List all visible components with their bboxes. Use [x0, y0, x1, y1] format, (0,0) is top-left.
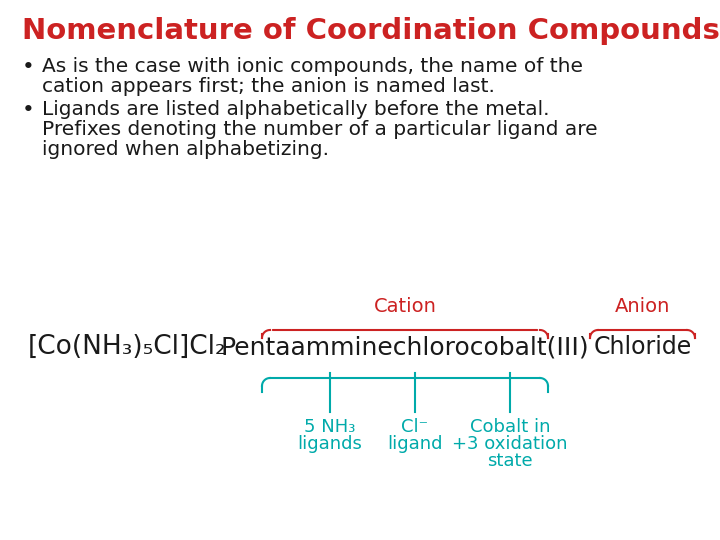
Text: Cation: Cation	[374, 297, 436, 316]
Text: Cobalt in: Cobalt in	[469, 418, 550, 436]
Text: cation appears first; the anion is named last.: cation appears first; the anion is named…	[42, 77, 495, 96]
Text: [Co(NH₃)₅Cl]Cl₂: [Co(NH₃)₅Cl]Cl₂	[28, 334, 227, 360]
Text: Prefixes denoting the number of a particular ligand are: Prefixes denoting the number of a partic…	[42, 120, 598, 139]
Text: ligands: ligands	[297, 435, 362, 453]
Text: ligand: ligand	[387, 435, 443, 453]
Text: Anion: Anion	[615, 297, 670, 316]
Text: ignored when alphabetizing.: ignored when alphabetizing.	[42, 140, 329, 159]
Text: Cl⁻: Cl⁻	[402, 418, 428, 436]
Text: +3 oxidation: +3 oxidation	[452, 435, 568, 453]
Text: state: state	[487, 452, 533, 470]
Text: •: •	[22, 100, 35, 120]
Text: Chloride: Chloride	[593, 335, 692, 359]
Text: Nomenclature of Coordination Compounds: Nomenclature of Coordination Compounds	[22, 17, 720, 45]
Text: 5 NH₃: 5 NH₃	[305, 418, 356, 436]
Text: As is the case with ionic compounds, the name of the: As is the case with ionic compounds, the…	[42, 57, 583, 76]
Text: Pentaamminechlorocobalt(III): Pentaamminechlorocobalt(III)	[221, 335, 589, 359]
Text: Ligands are listed alphabetically before the metal.: Ligands are listed alphabetically before…	[42, 100, 549, 119]
Text: •: •	[22, 57, 35, 77]
